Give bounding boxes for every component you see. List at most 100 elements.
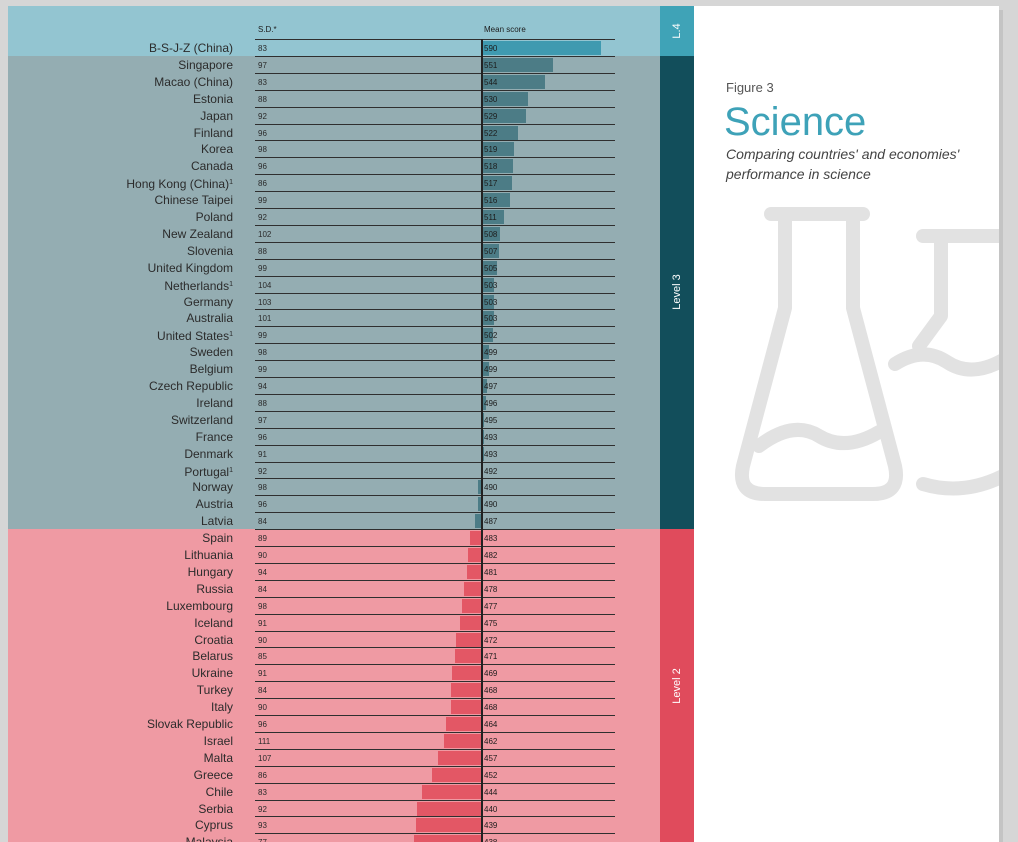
sd-value: 99 bbox=[258, 263, 267, 273]
country-label: Belgium bbox=[190, 362, 233, 376]
mean-value-label: 529 bbox=[484, 111, 498, 121]
country-name: Macao (China) bbox=[154, 74, 233, 89]
country-label: Iceland bbox=[194, 616, 233, 630]
country-label: Hong Kong (China)1 bbox=[126, 176, 233, 191]
mean-value-label: 516 bbox=[484, 196, 498, 206]
sd-value: 90 bbox=[258, 551, 267, 560]
row-divider bbox=[255, 224, 615, 226]
row-divider bbox=[255, 579, 615, 581]
sd-value: 88 bbox=[258, 94, 267, 104]
country-name: Malaysia bbox=[186, 835, 233, 842]
sd-value: 96 bbox=[258, 720, 267, 729]
country-label: Denmark bbox=[184, 447, 233, 461]
mean-value-label: 471 bbox=[484, 652, 498, 662]
sd-value: 85 bbox=[258, 652, 267, 662]
country-name: Japan bbox=[200, 108, 233, 123]
footnote-mark: 1 bbox=[229, 179, 233, 187]
country-label: Czech Republic bbox=[149, 379, 233, 393]
sd-value: 96 bbox=[258, 128, 267, 138]
mean-score-bar bbox=[482, 159, 513, 174]
mean-score-bar bbox=[482, 379, 487, 393]
country-label: Latvia bbox=[201, 514, 233, 528]
country-name: Lithuania bbox=[184, 548, 233, 562]
country-name: Belarus bbox=[192, 649, 233, 664]
sd-value: 107 bbox=[258, 753, 272, 763]
country-label: Serbia bbox=[198, 802, 233, 816]
sd-value: 84 bbox=[258, 686, 267, 696]
sd-value: 101 bbox=[258, 314, 272, 324]
mean-value-label: 462 bbox=[484, 736, 498, 746]
country-name: Chile bbox=[205, 784, 233, 799]
country-label: Australia bbox=[186, 311, 233, 325]
row-divider bbox=[255, 816, 615, 818]
country-name: Singapore bbox=[178, 57, 233, 72]
country-name: Spain bbox=[202, 531, 233, 546]
sd-value: 92 bbox=[258, 213, 267, 222]
country-label: Ukraine bbox=[192, 666, 233, 680]
row-divider bbox=[255, 596, 615, 598]
sd-value: 86 bbox=[258, 179, 267, 189]
mean-value-label: 440 bbox=[484, 804, 498, 814]
sd-value: 98 bbox=[258, 601, 267, 611]
sd-value: 91 bbox=[258, 618, 267, 628]
mean-score-bar bbox=[482, 395, 486, 410]
report-page: L.4 Level 3 Level 2 B-S-J-Z (China) 83 590 Si… bbox=[8, 6, 999, 842]
level-band bbox=[8, 55, 660, 530]
mean-score-bar bbox=[456, 632, 482, 647]
sd-value: 97 bbox=[258, 415, 267, 425]
row-divider bbox=[255, 647, 615, 649]
row-divider bbox=[255, 715, 615, 716]
country-label: Austria bbox=[196, 497, 233, 511]
row-divider bbox=[255, 765, 615, 767]
row-divider bbox=[255, 410, 615, 412]
mean-value-label: 452 bbox=[484, 770, 498, 780]
country-name: Slovenia bbox=[186, 243, 233, 258]
row-divider bbox=[255, 39, 615, 40]
country-name: Poland bbox=[195, 210, 233, 224]
mean-value-label: 499 bbox=[484, 348, 498, 358]
mean-score-bar bbox=[469, 531, 482, 546]
mean-value-label: 483 bbox=[484, 534, 498, 544]
mean-score-bar bbox=[482, 260, 497, 275]
sd-value: 96 bbox=[258, 432, 267, 442]
level-label: Level 2 bbox=[671, 667, 683, 704]
sd-value: 91 bbox=[258, 449, 267, 459]
row-divider bbox=[255, 157, 615, 159]
country-name: Czech Republic bbox=[148, 379, 233, 393]
sd-column-header: S.D.* bbox=[258, 25, 277, 34]
sd-value: 98 bbox=[258, 483, 267, 493]
mean-score-bar bbox=[482, 243, 500, 258]
row-divider bbox=[255, 377, 615, 378]
mean-score-bar bbox=[482, 311, 495, 326]
mean-value-label: 499 bbox=[484, 365, 498, 375]
row-divider bbox=[255, 326, 615, 328]
country-label: Malta bbox=[204, 751, 233, 765]
sd-value: 96 bbox=[258, 162, 267, 172]
sd-value: 99 bbox=[258, 331, 267, 341]
level-label: Level 3 bbox=[671, 274, 683, 311]
sd-value: 84 bbox=[258, 584, 267, 594]
mean-score-bar bbox=[482, 328, 494, 343]
country-name: Cyprus bbox=[194, 818, 233, 833]
mean-score-bar bbox=[446, 717, 482, 731]
country-name: France bbox=[195, 429, 233, 444]
country-name: United Kingdom bbox=[147, 260, 233, 275]
country-name: B-S-J-Z (China) bbox=[148, 41, 233, 55]
sd-value: 83 bbox=[258, 787, 267, 797]
country-label: Estonia bbox=[193, 92, 233, 106]
mean-score-bar bbox=[482, 108, 527, 123]
country-name: Netherlands bbox=[164, 278, 230, 293]
mean-score-bar bbox=[482, 226, 501, 241]
figure-title: Science bbox=[724, 100, 867, 144]
country-label: Slovak Republic bbox=[147, 717, 233, 731]
mean-score-bar bbox=[462, 598, 482, 613]
mean-value-label: 472 bbox=[484, 635, 498, 645]
mean-value-label: 503 bbox=[484, 280, 498, 290]
sd-value: 111 bbox=[258, 736, 271, 746]
mean-value-label: 497 bbox=[484, 382, 498, 391]
mean-score-bar bbox=[482, 125, 518, 140]
sd-value: 94 bbox=[258, 382, 267, 391]
mean-score-bar bbox=[482, 41, 602, 55]
mean-value-label: 492 bbox=[484, 466, 498, 476]
country-name: New Zealand bbox=[162, 226, 233, 241]
